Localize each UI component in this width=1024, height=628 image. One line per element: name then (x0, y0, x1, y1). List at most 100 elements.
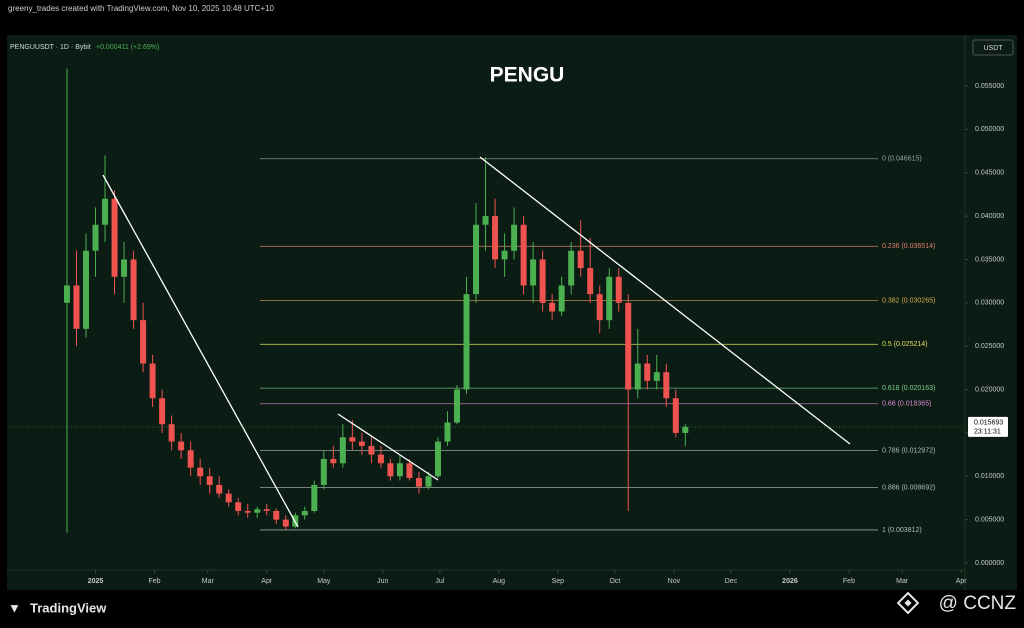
candle-body (83, 250, 90, 329)
candle-body (263, 509, 270, 511)
y-tick-label: 0.020000 (975, 386, 1004, 393)
trend-line (479, 156, 851, 445)
y-tick-label: 0.030000 (975, 300, 1004, 307)
y-tick-label: 0.010000 (975, 473, 1004, 480)
x-tick-label: Apr (261, 578, 273, 585)
x-tick-label: Feb (148, 578, 160, 585)
candle-body (558, 285, 565, 312)
candle-body (396, 463, 403, 477)
candle-body (444, 422, 451, 442)
fib-label: 0.786 (0.012972) (882, 447, 935, 454)
currency[interactable]: USDT (983, 45, 1003, 52)
brand: TradingView (30, 600, 107, 615)
candle-body (653, 372, 660, 381)
candle-body (273, 510, 280, 520)
candle-body (225, 493, 232, 503)
x-tick-label: Sep (552, 578, 565, 585)
fib-label: 0.66 (0.018365) (882, 401, 931, 408)
fib-label: 0.236 (0.036514) (882, 243, 935, 250)
candle-body (615, 276, 622, 303)
candle-body (492, 216, 499, 260)
candle-body (644, 363, 651, 381)
candle-body (244, 510, 251, 513)
y-tick-label: 0.050000 (975, 126, 1004, 133)
trend-line (337, 413, 439, 481)
candle-body (377, 454, 384, 464)
candle-body (425, 476, 432, 487)
currency-box[interactable] (972, 39, 1014, 56)
candle-body (368, 445, 375, 455)
candle-body (434, 441, 441, 477)
x-tick-label: Nov (668, 578, 681, 585)
chart-title: PENGU (490, 64, 565, 87)
candle-body (530, 259, 537, 286)
x-tick-label: Apr (956, 578, 968, 585)
x-tick-label: Jul (435, 578, 444, 585)
candle-body (282, 519, 289, 527)
candle-body (387, 463, 394, 477)
candle-body (140, 320, 147, 364)
candle-body (235, 502, 242, 511)
countdown: 23:11:31 (974, 429, 1001, 436)
x-tick-label: Dec (725, 578, 738, 585)
candle-body (159, 398, 166, 425)
fib-levels: 0 (0.046615) 0.236 (0.036514) 0.382 (0.030… (260, 156, 935, 534)
candle-body (482, 216, 489, 225)
candle-body (349, 437, 356, 442)
x-tick-label: Feb (843, 578, 855, 585)
candle-body (682, 426, 689, 433)
candle-body (301, 510, 308, 516)
candle-body (549, 302, 556, 312)
x-tick-label: Oct (609, 578, 620, 585)
last-price-box (968, 416, 1008, 437)
candle-body (73, 285, 80, 329)
candle-body (102, 198, 109, 225)
candle-body (358, 441, 365, 446)
trend-line (102, 174, 299, 528)
watermark-icon (896, 591, 920, 615)
symbol: PENGUUSDT · 1D · Bybit (10, 44, 91, 51)
x-tick-label: May (317, 578, 331, 585)
last-price: 0.015693 (974, 420, 1003, 427)
candle-body (330, 458, 337, 464)
y-tick-label: 0.040000 (975, 213, 1004, 220)
candle-body (625, 302, 632, 390)
x-tick-label: Mar (202, 578, 215, 585)
candle-body (511, 224, 518, 251)
candle-body (111, 198, 118, 277)
candle-body (63, 285, 70, 303)
x-tick-label: Jun (377, 578, 388, 585)
fib-label: 0.886 (0.008692) (882, 484, 935, 491)
candle-body (320, 458, 327, 485)
candle-body (606, 276, 613, 321)
candle-body (539, 259, 546, 303)
x-tick-label: 2025 (88, 578, 104, 585)
candle-body (596, 294, 603, 321)
candle-body (130, 259, 137, 321)
candle-body (634, 363, 641, 390)
candle-body (568, 250, 575, 286)
candle-body (463, 294, 470, 390)
axes: 0.0000000.0050000.0100000.0150000.020000… (8, 83, 1008, 585)
logo-mark: ▼ (8, 600, 21, 615)
candle-body (406, 463, 413, 479)
candle-body (473, 224, 480, 295)
candle-body (197, 467, 204, 477)
candle-body (501, 250, 508, 260)
x-tick-label: Aug (493, 578, 506, 585)
candle-body (454, 389, 461, 423)
credit: greeny_trades created with TradingView.c… (8, 4, 275, 13)
candle-body (216, 484, 223, 494)
chart-area (7, 35, 1017, 590)
candle-body (187, 450, 194, 468)
candles (63, 68, 689, 533)
candle-body (254, 509, 261, 513)
candle-body (149, 363, 156, 399)
candle-body (587, 268, 594, 295)
candle-body (121, 259, 128, 277)
candle-body (415, 478, 422, 487)
y-tick-label: 0.000000 (975, 560, 1004, 567)
watermark: @ CCNZ (939, 593, 1017, 614)
fib-label: 0.382 (0.030265) (882, 297, 935, 304)
